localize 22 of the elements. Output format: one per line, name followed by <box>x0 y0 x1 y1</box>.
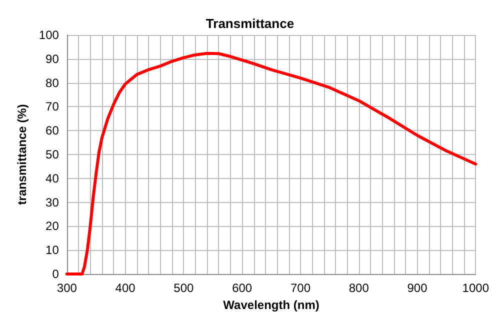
y-tick-label: 50 <box>46 148 60 162</box>
y-tick-label: 70 <box>46 100 60 114</box>
y-tick-label: 100 <box>38 28 60 42</box>
y-tick-label: 60 <box>46 124 60 138</box>
chart-title: Transmittance <box>206 16 294 31</box>
y-tick-label: 40 <box>46 171 60 186</box>
x-tick-label: 500 <box>174 281 194 295</box>
x-tick-label: 800 <box>348 281 370 295</box>
x-tick-label: 700 <box>290 281 311 295</box>
x-tick-label: 1000 <box>462 281 490 295</box>
x-tick-label: 400 <box>115 281 136 295</box>
y-tick-label: 30 <box>46 195 60 210</box>
x-tick-label: 900 <box>407 281 428 295</box>
y-tick-label: 0 <box>52 267 60 281</box>
y-tick-label: 10 <box>46 243 60 258</box>
y-tick-label: 80 <box>46 76 60 90</box>
y-tick-label: 90 <box>46 52 60 66</box>
x-tick-label: 300 <box>56 281 78 295</box>
x-tick-label: 600 <box>232 281 252 295</box>
y-tick-label: 20 <box>46 219 60 234</box>
x-axis-title: Wavelength (nm) <box>223 298 320 312</box>
y-axis-title: transmittance (%) <box>15 104 29 205</box>
